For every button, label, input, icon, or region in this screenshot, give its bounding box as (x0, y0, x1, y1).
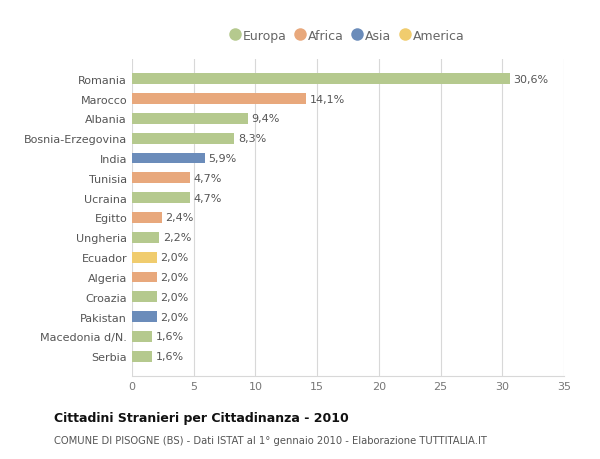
Bar (132, 292, 157, 302)
Text: 5,9%: 5,9% (209, 154, 237, 164)
Bar (132, 134, 235, 144)
Bar (132, 193, 190, 204)
Text: 9,4%: 9,4% (252, 114, 280, 124)
Text: 2,2%: 2,2% (163, 233, 191, 243)
Text: 2,0%: 2,0% (160, 312, 188, 322)
Text: 2,0%: 2,0% (160, 252, 188, 263)
Text: 8,3%: 8,3% (238, 134, 266, 144)
Text: 4,7%: 4,7% (194, 174, 222, 184)
Bar (132, 153, 205, 164)
Bar (132, 312, 157, 322)
Text: 2,0%: 2,0% (160, 292, 188, 302)
Text: 1,6%: 1,6% (155, 332, 184, 342)
Bar (132, 94, 306, 105)
Text: 1,6%: 1,6% (155, 352, 184, 362)
Text: 30,6%: 30,6% (514, 74, 548, 84)
Bar (132, 232, 159, 243)
Text: 14,1%: 14,1% (310, 94, 345, 104)
Bar (132, 272, 157, 283)
Bar (132, 252, 157, 263)
Text: COMUNE DI PISOGNE (BS) - Dati ISTAT al 1° gennaio 2010 - Elaborazione TUTTITALIA: COMUNE DI PISOGNE (BS) - Dati ISTAT al 1… (54, 435, 487, 445)
Bar (132, 331, 152, 342)
Legend: Europa, Africa, Asia, America: Europa, Africa, Asia, America (227, 25, 469, 48)
Bar (132, 114, 248, 124)
Bar (132, 74, 509, 85)
Text: 2,0%: 2,0% (160, 272, 188, 282)
Text: 2,4%: 2,4% (166, 213, 194, 223)
Bar (132, 351, 152, 362)
Bar (132, 173, 190, 184)
Bar (132, 213, 161, 224)
Text: Cittadini Stranieri per Cittadinanza - 2010: Cittadini Stranieri per Cittadinanza - 2… (54, 412, 349, 425)
Text: 4,7%: 4,7% (194, 193, 222, 203)
